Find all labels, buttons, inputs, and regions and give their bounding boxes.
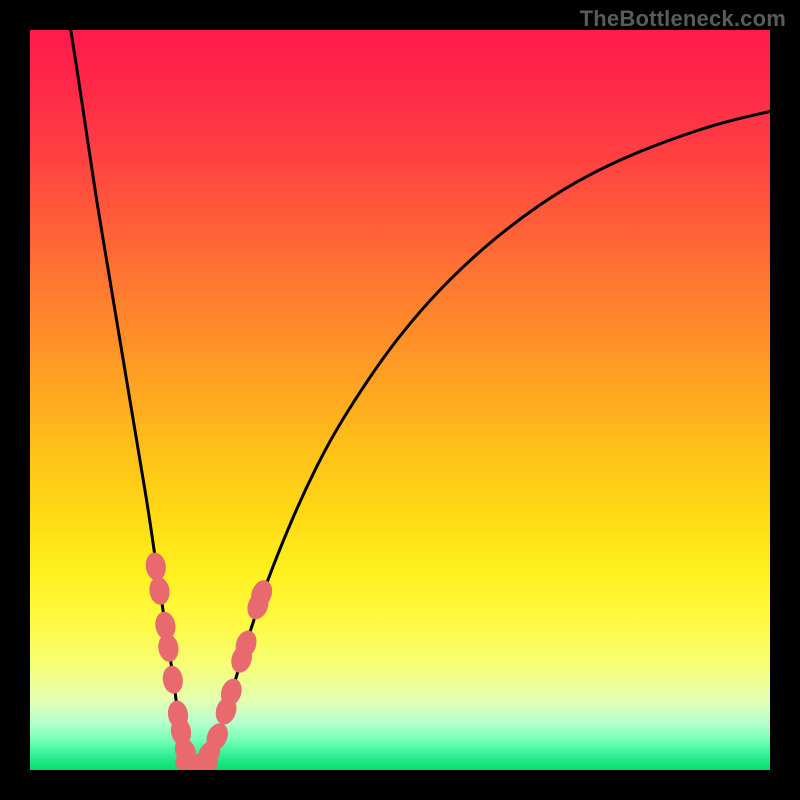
- watermark-text: TheBottleneck.com: [580, 6, 786, 32]
- left-marker-3: [156, 633, 180, 664]
- left-marker-0: [144, 551, 168, 582]
- left-marker-1: [148, 576, 172, 607]
- chart-stage: TheBottleneck.com: [0, 0, 800, 800]
- right-curve: [197, 111, 771, 764]
- left-marker-4: [161, 664, 185, 694]
- plot-area: [30, 30, 770, 770]
- curve-layer: [30, 30, 770, 770]
